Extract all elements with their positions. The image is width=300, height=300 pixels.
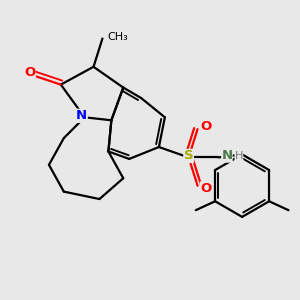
Text: O: O xyxy=(200,120,211,133)
Text: S: S xyxy=(184,149,194,162)
Text: N: N xyxy=(221,149,233,162)
Text: CH₃: CH₃ xyxy=(107,32,128,42)
Text: H: H xyxy=(235,151,243,161)
Text: O: O xyxy=(200,182,211,195)
Text: O: O xyxy=(24,66,35,79)
Text: N: N xyxy=(76,109,87,122)
